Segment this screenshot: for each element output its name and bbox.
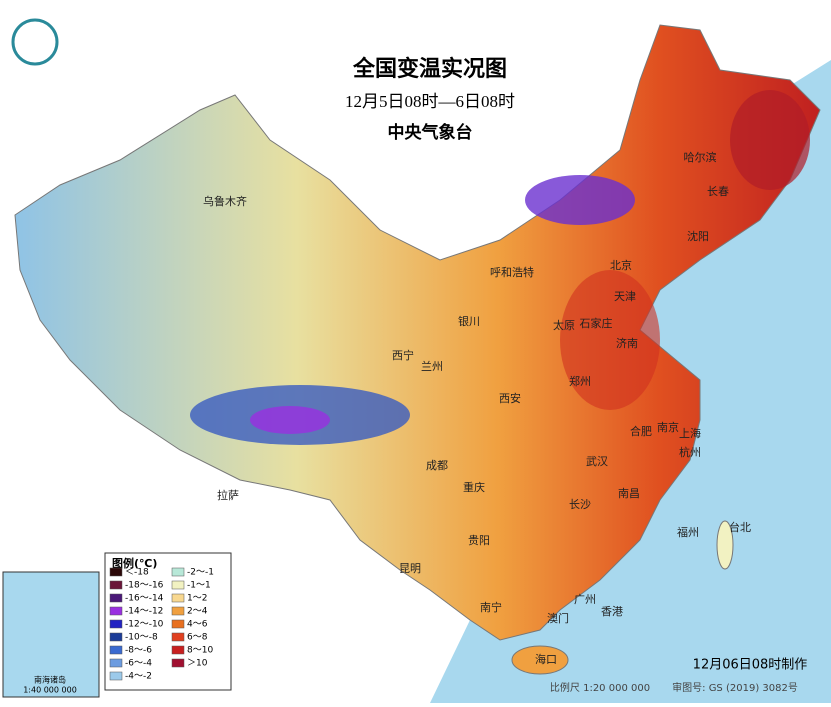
approval-note: 审图号: GS (2019) 3082号 [672,681,798,694]
legend-swatch [109,632,123,642]
city-label: 西安 [499,391,521,405]
legend-swatch [109,658,123,668]
legend-label: -8～-6 [125,646,152,656]
legend-swatch [171,567,185,577]
city-label: 太原 [553,319,575,332]
city-label: 杭州 [679,445,701,459]
taiwan [716,520,734,570]
legend-label: ＞10 [187,659,208,669]
legend-label: 1～2 [187,594,207,604]
city-label: 海口 [535,652,557,666]
legend-swatch [109,645,123,655]
legend-label: -1～1 [187,581,211,591]
city-label: 上海 [679,426,701,440]
legend-label: -16～-14 [125,594,164,604]
city-label: 重庆 [463,480,485,494]
legend: ＜-18 -18～-16 -16～-14 -14～-12 -12～-10 -10～-8 -8… [109,567,214,682]
subtitle: 12月5日08时—6日08时 [345,92,515,111]
city-label: 济南 [616,336,638,350]
city-label: 南昌 [618,487,640,500]
city-label: 乌鲁木齐 [203,194,247,208]
city-label: 南京 [657,420,679,434]
city-label: 贵阳 [468,534,490,547]
legend-swatch [171,645,185,655]
legend-swatch [109,606,123,616]
city-label: 呼和浩特 [490,265,534,279]
city-label: 香港 [601,605,623,618]
legend-swatch [171,619,185,629]
city-label: 兰州 [421,360,443,373]
city-label: 银川 [458,314,480,328]
city-label: 沈阳 [687,229,709,243]
legend-label: 2～4 [187,607,208,617]
city-label: 福州 [677,525,699,539]
legend-title: 图例(℃) [112,556,157,570]
city-label: 武汉 [586,455,608,468]
legend-label: -4～-2 [125,672,152,682]
legend-label: -2～-1 [187,568,214,578]
warm-area [560,270,660,410]
legend-frame [104,552,232,691]
title: 全国变温实况图 [352,56,507,82]
city-label: 台北 [729,520,751,534]
legend-swatch [171,658,185,668]
legend-swatch [109,619,123,629]
legend-swatch [109,671,123,681]
city-label: 长春 [707,185,729,198]
city-label: 广州 [574,593,596,606]
city-label: 郑州 [569,374,591,388]
logo [11,18,59,66]
city-label: 南宁 [480,600,502,614]
legend-swatch [109,567,123,577]
legend-label: 4～6 [187,620,208,630]
cold-area [250,406,330,434]
city-label: 澳门 [547,611,569,625]
hainan [511,645,569,675]
city-label: 长沙 [569,498,591,511]
legend-swatch [109,593,123,603]
legend-swatch [171,606,185,616]
publisher: 中央气象台 [388,122,473,143]
legend-swatch [171,580,185,590]
cold-area [525,175,635,225]
legend-label: -10～-8 [125,633,158,643]
city-label: 成都 [426,459,448,472]
inset-label: 南海诸岛 [34,675,66,685]
legend-label: ＜-18 [125,568,149,578]
city-label: 西宁 [392,348,414,362]
city-label: 合肥 [630,424,652,438]
city-label: 北京 [610,258,632,272]
inset-scale: 1:40 000 000 [23,686,77,695]
scale-note: 比例尺 1:20 000 000 [550,681,650,694]
city-label: 石家庄 [580,316,613,330]
inset-frame [2,571,100,698]
legend-swatch [109,580,123,590]
legend-swatch [171,593,185,603]
city-label: 拉萨 [217,488,239,502]
legend-label: -6～-4 [125,659,152,669]
city-label: 天津 [614,290,636,303]
city-label: 哈尔滨 [684,150,717,164]
legend-label: -14～-12 [125,607,163,617]
legend-label: -18～-16 [125,581,164,591]
warm-area [730,90,810,190]
city-label: 昆明 [399,562,421,575]
legend-label: -12～-10 [125,620,164,630]
legend-label: 6～8 [187,633,208,643]
made-time: 12月06日08时制作 [693,658,808,673]
legend-label: 8～10 [187,646,213,656]
legend-swatch [171,632,185,642]
